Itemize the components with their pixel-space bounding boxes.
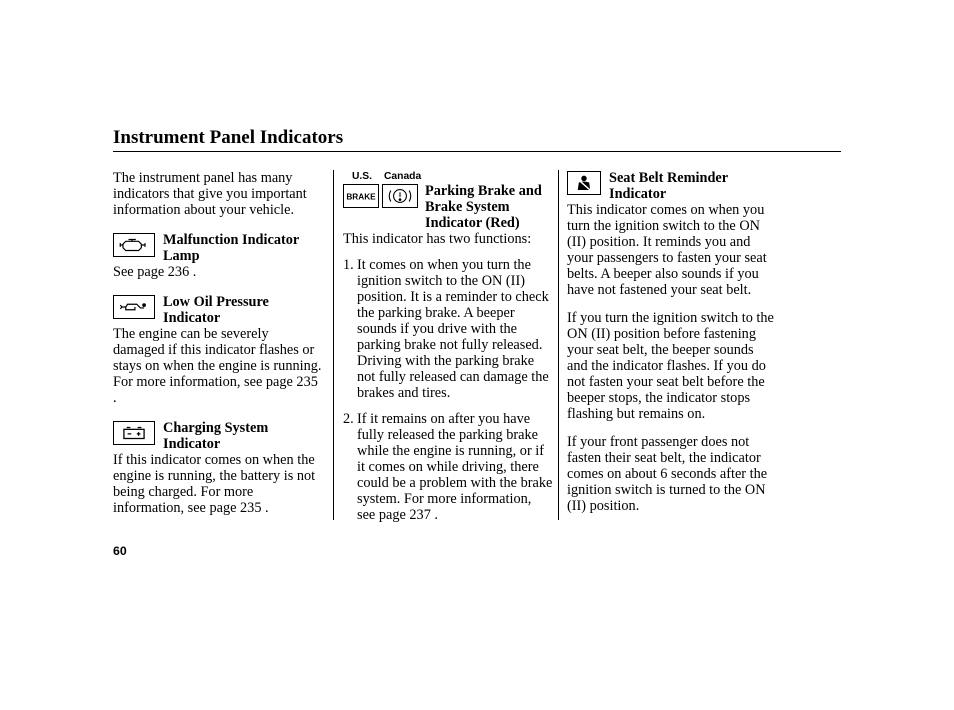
low-oil-section: Low Oil Pressure Indicator The engine ca… — [113, 294, 323, 406]
column-3: Seat Belt Reminder Indicator This indica… — [567, 170, 777, 514]
charging-section: Charging System Indicator If this indica… — [113, 420, 323, 516]
seatbelt-p1: This indicator comes on when you turn th… — [567, 202, 777, 298]
us-label: U.S. — [352, 171, 372, 182]
malfunction-icon — [113, 233, 155, 257]
intro-text: The instrument panel has many indicators… — [113, 170, 323, 218]
brake-item-2: 2. If it remains on after you have fully… — [343, 411, 553, 523]
low-oil-icon — [113, 295, 155, 319]
seatbelt-p3: If your front passenger does not fasten … — [567, 434, 777, 514]
page-number: 60 — [113, 544, 127, 558]
low-oil-body: The engine can be severely damaged if th… — [113, 326, 323, 406]
charging-icon — [113, 421, 155, 445]
brake-item-1-text: It comes on when you turn the ignition s… — [357, 257, 553, 401]
low-oil-title: Low Oil Pressure Indicator — [163, 294, 323, 326]
seatbelt-title: Seat Belt Reminder Indicator — [609, 170, 777, 202]
svg-text:BRAKE: BRAKE — [346, 193, 376, 202]
brake-item-1-num: 1. — [343, 257, 357, 401]
brake-line1: This indicator has two functions: — [343, 231, 553, 247]
canada-label: Canada — [384, 171, 421, 182]
brake-canada-icon — [382, 184, 418, 208]
malfunction-section: Malfunction Indicator Lamp See page 236 … — [113, 232, 323, 280]
charging-body: If this indicator comes on when the engi… — [113, 452, 323, 516]
col-divider-2 — [558, 170, 559, 520]
brake-item-2-num: 2. — [343, 411, 357, 523]
seatbelt-p2: If you turn the ignition switch to the O… — [567, 310, 777, 422]
brake-item-1: 1. It comes on when you turn the ignitio… — [343, 257, 553, 401]
charging-title: Charging System Indicator — [163, 420, 323, 452]
brake-us-icon: BRAKE — [343, 184, 379, 208]
seatbelt-icon — [567, 171, 601, 195]
malfunction-body: See page 236 . — [113, 264, 323, 280]
page-title: Instrument Panel Indicators — [113, 127, 343, 149]
column-2: BRAKE Parking Brake and Brake System Ind… — [343, 183, 553, 533]
brake-section: BRAKE Parking Brake and Brake System Ind… — [343, 183, 553, 533]
col-divider-1 — [333, 170, 334, 520]
brake-title: Parking Brake and Brake System Indicator… — [425, 183, 553, 231]
seatbelt-section: Seat Belt Reminder Indicator This indica… — [567, 170, 777, 514]
brake-item-2-text: If it remains on after you have fully re… — [357, 411, 553, 523]
column-1: The instrument panel has many indicators… — [113, 170, 323, 516]
malfunction-title: Malfunction Indicator Lamp — [163, 232, 323, 264]
title-rule — [113, 151, 841, 152]
